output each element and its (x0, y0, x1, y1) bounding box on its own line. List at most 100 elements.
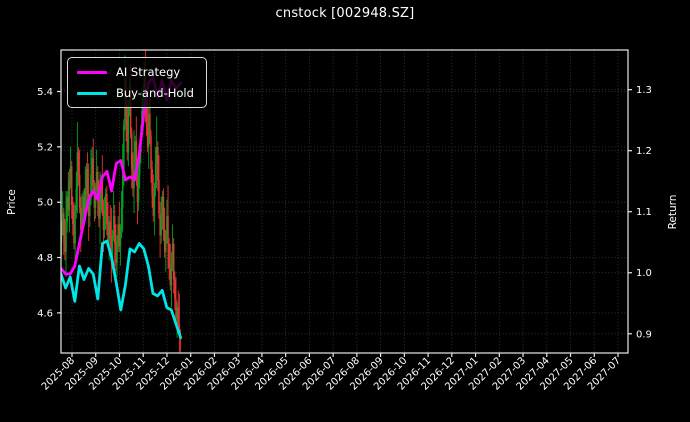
candle-body (151, 168, 153, 197)
candle-body (107, 224, 109, 241)
candle-body (69, 166, 72, 181)
candle-body (67, 196, 70, 211)
candle-body (177, 307, 179, 324)
candle-body (114, 216, 116, 244)
candle-body (119, 229, 122, 247)
candle-body (72, 204, 74, 225)
candle-body (97, 171, 99, 197)
candle-body (152, 196, 155, 217)
y-axis-label-price: Price (6, 189, 18, 215)
candle-body (95, 171, 98, 192)
ai-strategy-line-swatch (77, 70, 107, 74)
candle-body (108, 221, 110, 241)
candle-body (148, 113, 150, 147)
candle-body (161, 196, 164, 217)
candle-body (86, 168, 89, 194)
plot-border (60, 49, 629, 354)
candle-body (101, 180, 104, 211)
candle-body (153, 188, 156, 217)
candle-body (117, 224, 119, 241)
candle-body (77, 152, 80, 175)
candle-body (85, 168, 88, 189)
candle-body (169, 268, 172, 286)
candle-body (145, 97, 148, 125)
candle-body (159, 213, 161, 236)
candle-body (168, 243, 170, 269)
axis-ticks: 5.45.25.04.84.61.31.21.11.00.92025-08202… (37, 85, 652, 393)
candle-body (81, 213, 83, 230)
candle-body (98, 196, 100, 219)
candle-body (165, 235, 167, 252)
candle-body (78, 174, 81, 208)
candle-body (91, 157, 93, 175)
candle-body (116, 240, 118, 264)
candle-body (99, 202, 101, 219)
candle-body (80, 207, 82, 230)
legend-item-ai-strategy: AI Strategy (77, 65, 194, 79)
candle-body (83, 196, 85, 217)
candle-body (89, 199, 91, 217)
candle-body (149, 113, 151, 136)
candle-body (170, 263, 173, 286)
candle-body (138, 152, 141, 175)
candle-body (63, 213, 65, 236)
candle-body (172, 243, 175, 280)
candle-body (175, 299, 177, 319)
candle-body (123, 124, 125, 175)
candle-body (146, 124, 149, 147)
return-tick-label: 1.2 (636, 146, 652, 157)
candle-body (126, 119, 128, 153)
candle-body (133, 160, 135, 189)
candle-body (82, 196, 84, 214)
candle-body (121, 174, 124, 208)
buy-and-hold-line (61, 239, 183, 339)
candle-body (150, 135, 152, 169)
candle-body (64, 235, 66, 252)
candle-body (163, 229, 166, 252)
legend-label: Buy-and-Hold (116, 86, 194, 100)
candle-body (157, 146, 159, 181)
candle-body (174, 279, 176, 300)
candle-body (134, 141, 136, 161)
candle-body (104, 193, 107, 217)
candle-body (100, 180, 102, 203)
candle-body (73, 224, 75, 244)
candle-body (178, 323, 181, 336)
candle-body (109, 221, 111, 239)
candle-body (176, 307, 178, 319)
candle-body (136, 180, 139, 203)
candle-body (94, 191, 97, 208)
candle-body (93, 185, 96, 208)
candle-body (167, 216, 169, 244)
candle-body (171, 243, 174, 264)
price-tick-label: 4.6 (37, 308, 53, 319)
candle-body (102, 210, 105, 230)
candle-body (61, 213, 64, 230)
return-tick-label: 1.1 (636, 207, 652, 218)
y-axis-label-return: Return (667, 195, 679, 230)
candle-body (76, 152, 79, 189)
candle-body (118, 224, 121, 247)
legend: AI Strategy Buy-and-Hold (67, 57, 207, 108)
candle-body (137, 174, 140, 203)
chart-title: cnstock [002948.SZ] (275, 6, 415, 21)
price-tick-label: 5.2 (37, 142, 53, 153)
candle-body (70, 166, 73, 205)
candle-body (68, 180, 71, 211)
candle-body (112, 216, 115, 236)
candle-body (135, 141, 138, 181)
price-tick-label: 5.4 (37, 87, 53, 98)
candle-body (155, 146, 158, 164)
candle-body (158, 180, 160, 214)
candle-body (127, 105, 130, 153)
candle-body (120, 207, 123, 230)
candle-body (103, 216, 106, 230)
candle-body (61, 229, 63, 244)
legend-label: AI Strategy (116, 65, 181, 79)
candle-body (160, 216, 162, 236)
return-tick-label: 1.0 (636, 268, 652, 279)
candle-body (66, 196, 68, 222)
buy-and-hold-line-swatch (77, 91, 107, 95)
